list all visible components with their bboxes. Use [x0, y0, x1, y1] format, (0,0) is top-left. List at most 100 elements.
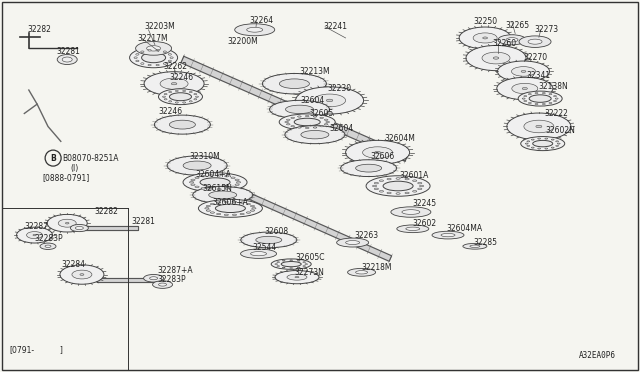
Ellipse shape	[216, 213, 221, 215]
Ellipse shape	[374, 151, 381, 154]
Ellipse shape	[182, 102, 186, 103]
Ellipse shape	[497, 77, 553, 100]
Ellipse shape	[524, 120, 554, 133]
Ellipse shape	[201, 176, 205, 177]
Polygon shape	[181, 56, 408, 161]
Ellipse shape	[298, 116, 301, 117]
Ellipse shape	[285, 121, 289, 123]
Ellipse shape	[531, 139, 534, 140]
Ellipse shape	[141, 51, 144, 52]
Ellipse shape	[27, 232, 42, 238]
Text: 32230: 32230	[328, 84, 352, 93]
Text: 32222: 32222	[544, 109, 568, 118]
Text: 32615N: 32615N	[202, 185, 232, 193]
Text: 32262: 32262	[163, 62, 187, 71]
Ellipse shape	[150, 277, 157, 280]
Ellipse shape	[209, 189, 213, 190]
Ellipse shape	[556, 145, 559, 146]
Ellipse shape	[551, 147, 554, 148]
Ellipse shape	[538, 148, 541, 149]
Ellipse shape	[148, 64, 151, 66]
Ellipse shape	[521, 70, 526, 73]
Ellipse shape	[241, 249, 276, 259]
Ellipse shape	[497, 61, 550, 82]
Ellipse shape	[418, 182, 422, 184]
Ellipse shape	[189, 182, 194, 183]
Ellipse shape	[482, 52, 510, 64]
Text: 32273N: 32273N	[294, 268, 324, 277]
Ellipse shape	[529, 95, 551, 102]
Ellipse shape	[80, 274, 84, 275]
Ellipse shape	[216, 204, 245, 212]
Ellipse shape	[57, 55, 77, 64]
Ellipse shape	[506, 38, 518, 42]
Ellipse shape	[163, 51, 166, 52]
Text: 32287+A: 32287+A	[157, 266, 193, 275]
Ellipse shape	[269, 100, 330, 118]
Text: 32245: 32245	[413, 199, 437, 208]
Ellipse shape	[160, 78, 188, 89]
Ellipse shape	[201, 187, 205, 189]
Ellipse shape	[498, 35, 526, 45]
Ellipse shape	[65, 222, 69, 224]
Ellipse shape	[549, 102, 552, 103]
Ellipse shape	[169, 101, 172, 102]
Ellipse shape	[141, 52, 166, 63]
Ellipse shape	[163, 96, 166, 97]
Text: 32241: 32241	[323, 22, 347, 31]
Ellipse shape	[285, 105, 314, 113]
Ellipse shape	[148, 49, 151, 51]
Ellipse shape	[144, 72, 204, 96]
Ellipse shape	[280, 79, 309, 89]
Text: 32264: 32264	[250, 16, 274, 25]
Ellipse shape	[136, 60, 139, 62]
Text: 32283P: 32283P	[157, 275, 186, 284]
Text: 32285: 32285	[474, 238, 498, 247]
Ellipse shape	[285, 126, 345, 144]
Ellipse shape	[291, 126, 294, 127]
Ellipse shape	[175, 102, 179, 103]
Ellipse shape	[291, 117, 294, 118]
Ellipse shape	[305, 127, 309, 129]
Ellipse shape	[313, 116, 317, 117]
Ellipse shape	[136, 42, 172, 55]
Ellipse shape	[154, 115, 211, 134]
Ellipse shape	[240, 213, 244, 215]
Ellipse shape	[271, 259, 311, 269]
Text: A32EA0P6: A32EA0P6	[579, 351, 616, 360]
Ellipse shape	[313, 127, 317, 128]
Text: 32281: 32281	[132, 217, 156, 226]
Ellipse shape	[191, 179, 195, 181]
Ellipse shape	[191, 184, 195, 186]
Ellipse shape	[346, 140, 410, 165]
Ellipse shape	[549, 94, 552, 95]
Text: 32246: 32246	[170, 73, 194, 82]
Text: 32287: 32287	[24, 222, 49, 231]
Ellipse shape	[170, 120, 195, 129]
Ellipse shape	[356, 164, 381, 172]
Ellipse shape	[143, 275, 164, 282]
Ellipse shape	[405, 192, 409, 194]
Ellipse shape	[527, 145, 530, 146]
Ellipse shape	[235, 179, 239, 181]
Text: 32218M: 32218M	[361, 263, 392, 272]
Text: (I): (I)	[70, 164, 79, 173]
Ellipse shape	[521, 137, 564, 151]
Ellipse shape	[522, 87, 527, 90]
Ellipse shape	[551, 139, 554, 140]
Ellipse shape	[542, 93, 545, 94]
Ellipse shape	[231, 177, 235, 179]
Ellipse shape	[175, 90, 179, 92]
Ellipse shape	[554, 96, 557, 97]
Ellipse shape	[374, 188, 378, 190]
Ellipse shape	[62, 57, 72, 62]
Ellipse shape	[159, 89, 202, 105]
Text: 32604MA: 32604MA	[447, 224, 483, 233]
Ellipse shape	[164, 93, 167, 95]
Ellipse shape	[136, 54, 139, 55]
Ellipse shape	[246, 212, 250, 213]
Ellipse shape	[189, 92, 192, 93]
Ellipse shape	[224, 201, 228, 202]
Ellipse shape	[262, 73, 326, 94]
Polygon shape	[188, 167, 392, 261]
